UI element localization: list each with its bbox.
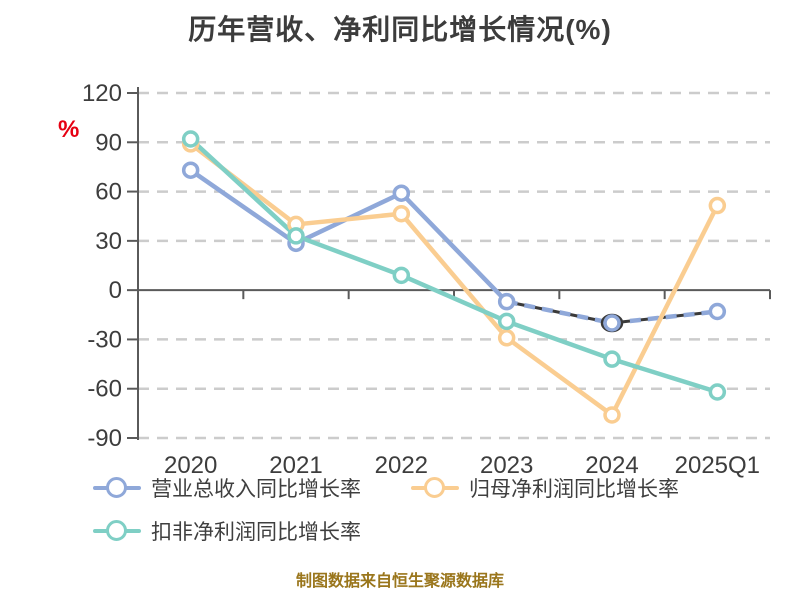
legend-item-revenue[interactable]: 营业总收入同比增长率 xyxy=(93,475,361,501)
y-tick-label: -60 xyxy=(87,376,122,403)
x-tick-label: 2024 xyxy=(585,452,638,479)
legend-marker-deducted-net-profit-icon xyxy=(93,519,141,543)
y-tick-label: 30 xyxy=(95,228,122,255)
data-point-revenue-yoy-2024[interactable] xyxy=(603,314,621,332)
y-tick-label: 60 xyxy=(95,179,122,206)
legend-item-net-profit[interactable]: 归母净利润同比增长率 xyxy=(411,475,679,501)
data-source-note: 制图数据来自恒生聚源数据库 xyxy=(295,573,504,590)
data-point-revenue-yoy-2020[interactable] xyxy=(181,161,200,179)
legend-marker-revenue-icon xyxy=(93,476,141,500)
series-line-deducted-net-profit-yoy xyxy=(188,136,720,395)
data-point-deducted-net-profit-yoy-2024[interactable] xyxy=(603,350,621,368)
data-point-revenue-yoy-2025Q1[interactable] xyxy=(708,302,727,321)
y-tick-label: 120 xyxy=(82,80,122,107)
series-line-net-profit-yoy xyxy=(188,141,720,418)
legend-item-deducted-net-profit[interactable]: 扣非净利润同比增长率 xyxy=(93,518,361,544)
legend-label: 归母净利润同比增长率 xyxy=(469,478,679,501)
y-tick-label: 90 xyxy=(95,129,122,156)
y-tick-label: 0 xyxy=(109,277,122,304)
data-point-net-profit-yoy-2023[interactable] xyxy=(497,329,516,347)
x-tick-label: 2021 xyxy=(269,452,322,479)
y-tick-label: -30 xyxy=(87,326,122,353)
legend-marker-net-profit-icon xyxy=(411,476,459,500)
data-point-net-profit-yoy-2024[interactable] xyxy=(603,406,621,424)
data-point-deducted-net-profit-yoy-2020[interactable] xyxy=(181,130,200,148)
legend-label: 扣非净利润同比增长率 xyxy=(151,521,361,544)
y-tick-label: -90 xyxy=(87,425,122,452)
data-point-revenue-yoy-2023[interactable] xyxy=(497,292,516,311)
data-point-revenue-yoy-2022[interactable] xyxy=(392,184,411,202)
series-line-shadow-revenue-yoy xyxy=(506,300,613,325)
chart-title: 历年营收、净利同比增长情况(%) xyxy=(188,14,612,45)
x-tick-label: 2020 xyxy=(164,452,217,479)
x-tick-label: 2022 xyxy=(375,452,428,479)
data-point-deducted-net-profit-yoy-2023[interactable] xyxy=(497,312,516,331)
y-axis-unit-label: % xyxy=(58,116,80,143)
data-point-deducted-net-profit-yoy-2025Q1[interactable] xyxy=(708,383,727,401)
series-line-shadow-revenue-yoy xyxy=(611,310,718,325)
legend-label: 营业总收入同比增长率 xyxy=(151,478,361,501)
data-point-deducted-net-profit-yoy-2021[interactable] xyxy=(287,227,305,245)
x-tick-label: 2025Q1 xyxy=(675,452,760,479)
data-point-net-profit-yoy-2022[interactable] xyxy=(392,205,411,223)
x-tick-label: 2023 xyxy=(480,452,533,479)
data-point-net-profit-yoy-2025Q1[interactable] xyxy=(708,196,727,215)
data-point-deducted-net-profit-yoy-2022[interactable] xyxy=(392,266,411,285)
